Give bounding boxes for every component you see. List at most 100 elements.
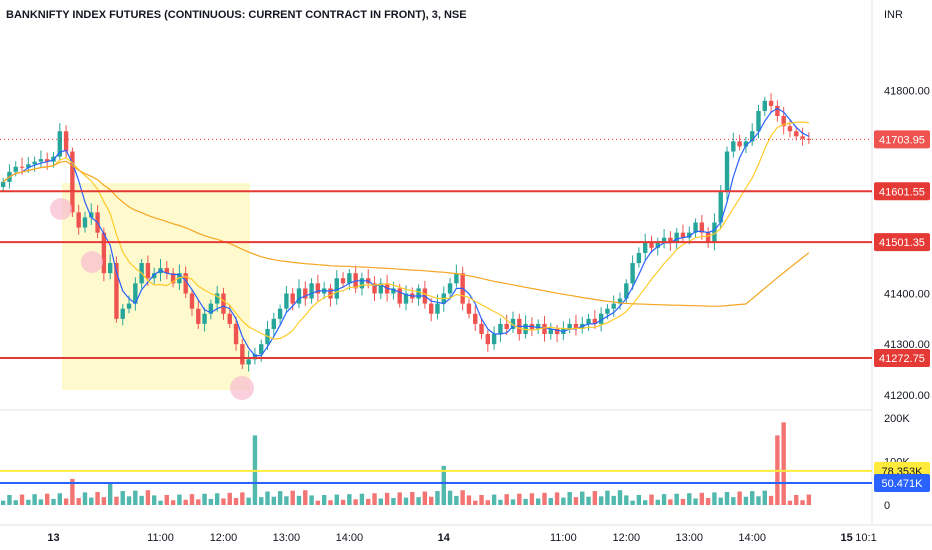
- volume-bar: [674, 493, 679, 505]
- candle-body: [164, 268, 170, 274]
- volume-bar: [441, 465, 446, 505]
- candle-body: [473, 313, 478, 324]
- volume-bar: [51, 498, 56, 505]
- volume-bar: [523, 498, 528, 505]
- volume-bar: [749, 491, 755, 505]
- x-tick-label: 11:00: [550, 532, 577, 544]
- volume-bar: [410, 491, 415, 505]
- candle-body: [724, 151, 730, 193]
- volume-bar: [57, 493, 63, 505]
- ma-slow-line: [2, 121, 809, 340]
- volume-bar: [208, 498, 214, 505]
- marker-circle: [230, 376, 254, 400]
- candle-body: [221, 293, 226, 314]
- candle-body: [328, 288, 333, 299]
- x-tick-label: 13: [47, 532, 59, 544]
- y-tick-label: 41300.00: [884, 339, 930, 351]
- candle-body: [535, 323, 541, 329]
- volume-bar: [580, 491, 585, 505]
- candle-body: [781, 116, 786, 127]
- volume-bar: [359, 493, 365, 505]
- x-tick-label: 12:00: [613, 532, 641, 544]
- marker-circle: [81, 251, 103, 273]
- candle-body: [296, 288, 302, 304]
- candle-body: [491, 334, 497, 345]
- volume-bar: [800, 500, 805, 505]
- candle-body: [586, 318, 591, 324]
- volume-bar: [340, 499, 346, 505]
- candle-body: [170, 273, 176, 284]
- volume-bar: [561, 497, 566, 505]
- candle-body: [775, 105, 780, 117]
- candle-body: [787, 126, 793, 132]
- volume-bar: [617, 490, 623, 505]
- y-tick-label: 41800.00: [884, 86, 930, 98]
- volume-bar: [277, 491, 283, 505]
- candle-body: [655, 242, 660, 248]
- volume-bar: [196, 499, 201, 505]
- candle-body: [554, 328, 560, 335]
- x-tick-label: 14:00: [738, 532, 766, 544]
- candle-body: [378, 283, 384, 294]
- candle-body: [498, 323, 503, 335]
- candle-body: [397, 288, 402, 304]
- volume-bar: [529, 493, 535, 505]
- candle-body: [38, 159, 44, 162]
- volume-bar: [737, 491, 742, 505]
- volume-bar: [107, 483, 113, 505]
- candle-body: [428, 303, 434, 314]
- volume-bar: [680, 498, 686, 505]
- candle-body: [290, 293, 295, 304]
- volume-bar: [491, 494, 497, 505]
- volume-bar: [517, 493, 522, 505]
- candle-body: [233, 323, 239, 345]
- volume-bar: [45, 493, 50, 505]
- candle-body: [89, 212, 94, 218]
- volume-bar: [7, 494, 12, 505]
- candle-body: [76, 212, 81, 228]
- price-axis: 41601.55 41501.35 41272.75 41703.95 41800.00…: [874, 86, 930, 512]
- volume-bar: [435, 491, 440, 505]
- candle-body: [687, 232, 692, 238]
- candle-body: [598, 313, 604, 324]
- time-axis: 13 11:00 12:00 13:00 14:00 14 11:00 12:00 13:00 1…: [47, 532, 876, 544]
- candle-body: [359, 278, 365, 289]
- volume-bar: [70, 478, 75, 505]
- volume-bar: [661, 494, 667, 505]
- level-badge: [874, 233, 930, 252]
- candle-body: [466, 303, 472, 314]
- candle-body: [183, 273, 188, 294]
- volume-bar: [768, 495, 774, 505]
- candle-body: [114, 263, 119, 319]
- volume-bar: [0, 500, 6, 505]
- volume-bar: [38, 499, 44, 505]
- volume-bar: [95, 491, 100, 505]
- volume-bar: [271, 496, 277, 505]
- candle-body: [705, 232, 711, 243]
- candle-body: [756, 110, 761, 132]
- candle-body: [435, 303, 440, 314]
- candle-body: [0, 181, 6, 188]
- volume-bar: [202, 493, 207, 505]
- volume-bar: [668, 499, 673, 505]
- volume-bar: [347, 494, 352, 505]
- volume-bar: [378, 498, 384, 505]
- volume-bar: [642, 500, 648, 505]
- candle-body: [693, 222, 698, 233]
- indicator-lines: [2, 107, 810, 357]
- volume-bar: [712, 492, 717, 505]
- level-badge-label: 41601.55: [879, 186, 925, 198]
- candle-body: [277, 308, 283, 319]
- candle-body: [447, 283, 453, 294]
- candle-body: [271, 318, 277, 329]
- volume-bar: [611, 495, 616, 505]
- candle-body: [642, 242, 648, 253]
- candle-body: [145, 263, 151, 279]
- volume-bar: [605, 490, 610, 505]
- candle-body: [611, 303, 616, 309]
- volume-bar: [139, 495, 144, 505]
- volume-bar: [101, 497, 107, 505]
- volume-bar: [114, 496, 119, 505]
- volume-bar: [32, 494, 37, 505]
